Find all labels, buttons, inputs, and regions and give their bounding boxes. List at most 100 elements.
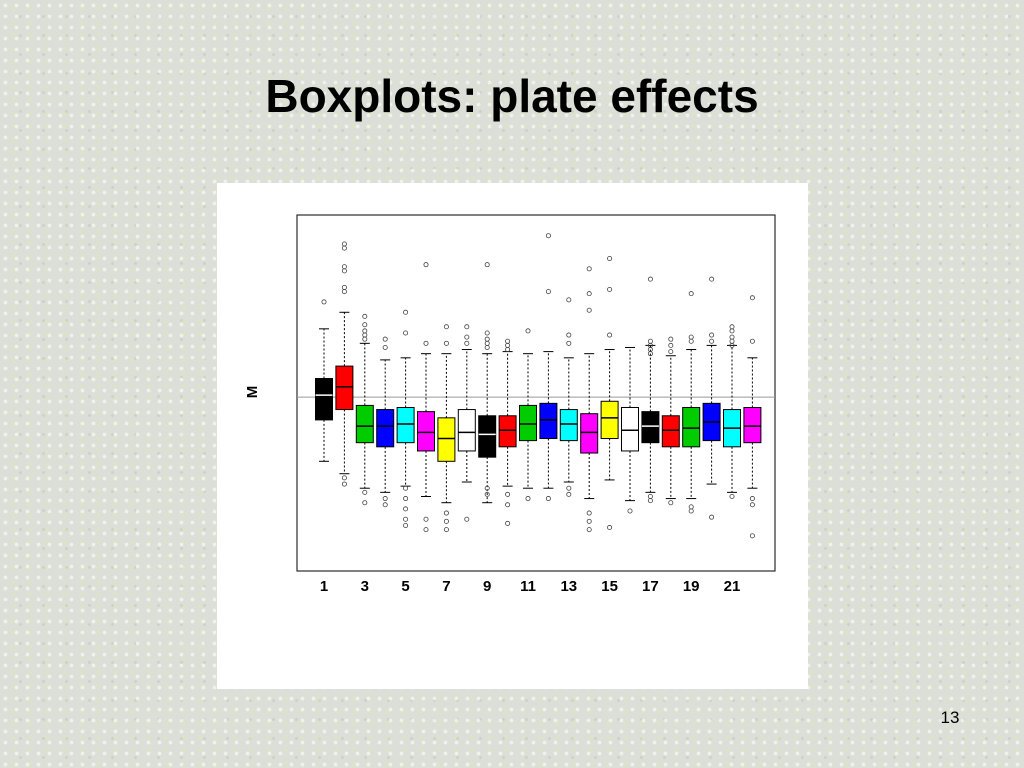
box-plate-16 (621, 406, 639, 452)
outlier-point (729, 493, 735, 499)
outlier-point (586, 518, 592, 524)
outlier-point (566, 332, 572, 338)
outlier-point (362, 500, 368, 506)
outlier-point (586, 291, 592, 297)
outlier-point (749, 338, 755, 344)
box-plate-5 (396, 406, 415, 444)
outlier-point (566, 491, 572, 497)
outlier-point (607, 287, 613, 293)
outlier-point (505, 502, 511, 508)
outlier-point (505, 347, 511, 353)
outlier-point (403, 506, 409, 512)
box-plate-22 (743, 406, 762, 444)
outlier-point (443, 324, 449, 330)
outlier-point (688, 508, 694, 514)
box-plate-13 (559, 409, 578, 442)
box-plate-11 (519, 404, 537, 442)
outlier-point (668, 336, 674, 342)
outlier-point (484, 262, 490, 268)
outlier-point (443, 518, 449, 524)
box-plate-7 (437, 417, 456, 462)
outlier-point (749, 502, 755, 508)
outlier-point (484, 336, 490, 342)
box-plate-17 (641, 411, 660, 444)
box-plate-8 (457, 409, 476, 452)
outlier-point (729, 324, 735, 330)
outlier-point (341, 284, 347, 290)
outlier-point (341, 245, 347, 251)
outlier-point (362, 336, 368, 342)
outlier-point (749, 496, 755, 502)
outlier-point (647, 276, 653, 282)
box-plate-15 (600, 400, 619, 440)
outlier-point (586, 527, 592, 533)
outlier-point (362, 322, 368, 328)
outlier-point (749, 533, 755, 539)
box-plate-14 (580, 413, 599, 454)
outlier-point (729, 328, 735, 334)
outlier-point (443, 527, 449, 533)
outlier-point (464, 334, 470, 340)
x-tick-label: 11 (520, 578, 536, 595)
outlier-point (403, 485, 409, 491)
outlier-point (423, 340, 429, 346)
outlier-point (566, 297, 572, 303)
box-plate-18 (661, 415, 680, 448)
box-plate-2 (335, 365, 354, 411)
boxplot-svg: 1 3 5 7 9 11 13 15 17 19 21 M (244, 214, 776, 595)
outlier-point (647, 338, 653, 344)
box-plate-10 (498, 415, 517, 448)
outlier-point (607, 255, 613, 261)
outlier-point (688, 334, 694, 340)
outlier-point (505, 342, 511, 348)
outlier-point (382, 502, 388, 508)
outlier-point (709, 338, 715, 344)
outlier-point (668, 500, 674, 506)
outlier-point (382, 344, 388, 350)
outlier-point (464, 340, 470, 346)
outlier-point (505, 491, 511, 497)
outlier-point (729, 342, 735, 348)
outlier-point (423, 527, 429, 533)
outlier-point (341, 475, 347, 481)
box-plate-12 (539, 402, 558, 440)
outlier-point (545, 289, 551, 295)
box-plate-1 (315, 378, 333, 421)
outlier-point (525, 328, 531, 334)
outlier-point (505, 338, 511, 344)
outlier-point (709, 332, 715, 338)
outlier-point (688, 504, 694, 510)
outlier-point (505, 520, 511, 526)
outlier-point (403, 522, 409, 528)
outlier-point (362, 332, 368, 338)
outlier-point (545, 496, 551, 502)
outlier-point (709, 514, 715, 520)
x-tick-label: 21 (724, 578, 741, 595)
outlier-point (586, 307, 592, 313)
outlier-point (464, 516, 470, 522)
outlier-point (566, 485, 572, 491)
outlier-point (647, 493, 653, 499)
outlier-point (341, 241, 347, 247)
outlier-point (484, 491, 490, 497)
box-plate-9 (478, 415, 497, 458)
outlier-point (341, 481, 347, 487)
x-tick-label: 15 (601, 578, 618, 595)
box-plate-4 (376, 409, 395, 448)
outlier-point (627, 508, 633, 514)
outlier-point (341, 268, 347, 274)
x-tick-label: 5 (401, 578, 409, 595)
x-tick-label: 13 (560, 578, 577, 595)
outlier-point (709, 276, 715, 282)
outlier-point (321, 299, 327, 305)
outlier-point (362, 313, 368, 319)
outlier-point (403, 516, 409, 522)
outlier-point (749, 295, 755, 301)
box-plate-6 (417, 411, 435, 452)
outlier-point (729, 334, 735, 340)
outlier-point (362, 489, 368, 495)
outlier-point (423, 516, 429, 522)
outlier-point (668, 349, 674, 355)
outlier-point (443, 510, 449, 516)
box-plate-19 (682, 406, 701, 448)
